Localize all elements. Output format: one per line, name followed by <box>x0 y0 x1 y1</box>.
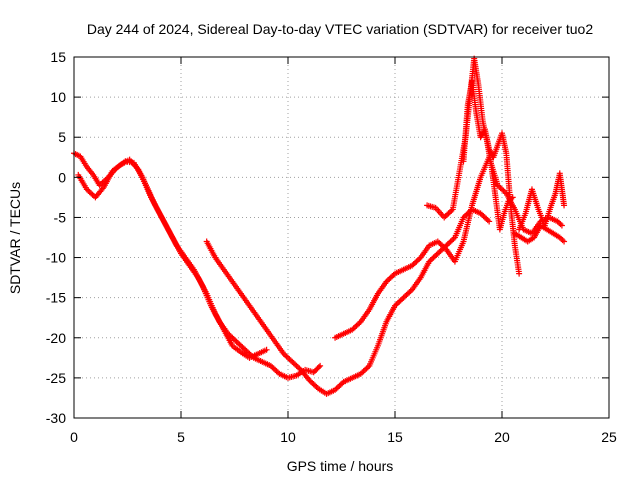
data-point <box>561 202 568 209</box>
y-tick-label: -20 <box>46 330 66 346</box>
y-tick-label: 5 <box>58 129 66 145</box>
y-tick-label: 10 <box>50 89 66 105</box>
data-point <box>263 346 270 353</box>
x-tick-label: 25 <box>601 429 617 445</box>
series-4 <box>332 154 565 341</box>
y-tick-label: -10 <box>46 250 66 266</box>
x-tick-label: 10 <box>280 429 296 445</box>
x-tick-label: 15 <box>387 429 403 445</box>
y-tick-label: -25 <box>46 370 66 386</box>
grid <box>74 57 609 418</box>
series-2 <box>75 156 270 361</box>
plot-frame <box>73 56 610 419</box>
data-point <box>486 218 493 225</box>
series-7 <box>516 170 568 233</box>
y-tick-label: -15 <box>46 290 66 306</box>
series-3 <box>203 206 493 397</box>
x-tick-label: 0 <box>70 429 78 445</box>
y-tick-label: 15 <box>50 49 66 65</box>
x-tick-label: 20 <box>494 429 510 445</box>
y-axis-label: SDTVAR / TECUs <box>7 182 23 294</box>
chart-title: Day 244 of 2024, Sidereal Day-to-day VTE… <box>87 21 594 37</box>
y-tick-label: 0 <box>58 169 66 185</box>
data-point <box>558 222 565 229</box>
series-1 <box>71 150 324 381</box>
axes: 0 5 10 15 20 25 -30 -25 -20 -15 -10 -5 0 5 10 15 <box>46 49 617 445</box>
y-tick-label: -30 <box>46 410 66 426</box>
data-point <box>317 362 324 369</box>
series-8 <box>511 222 568 245</box>
y-tick-label: -5 <box>54 209 67 225</box>
x-tick-label: 5 <box>177 429 185 445</box>
plot-area <box>71 55 568 397</box>
series-6 <box>460 78 523 277</box>
x-axis-label: GPS time / hours <box>287 458 394 474</box>
data-point <box>516 270 523 277</box>
data-point <box>315 364 322 371</box>
data-point <box>561 238 568 245</box>
